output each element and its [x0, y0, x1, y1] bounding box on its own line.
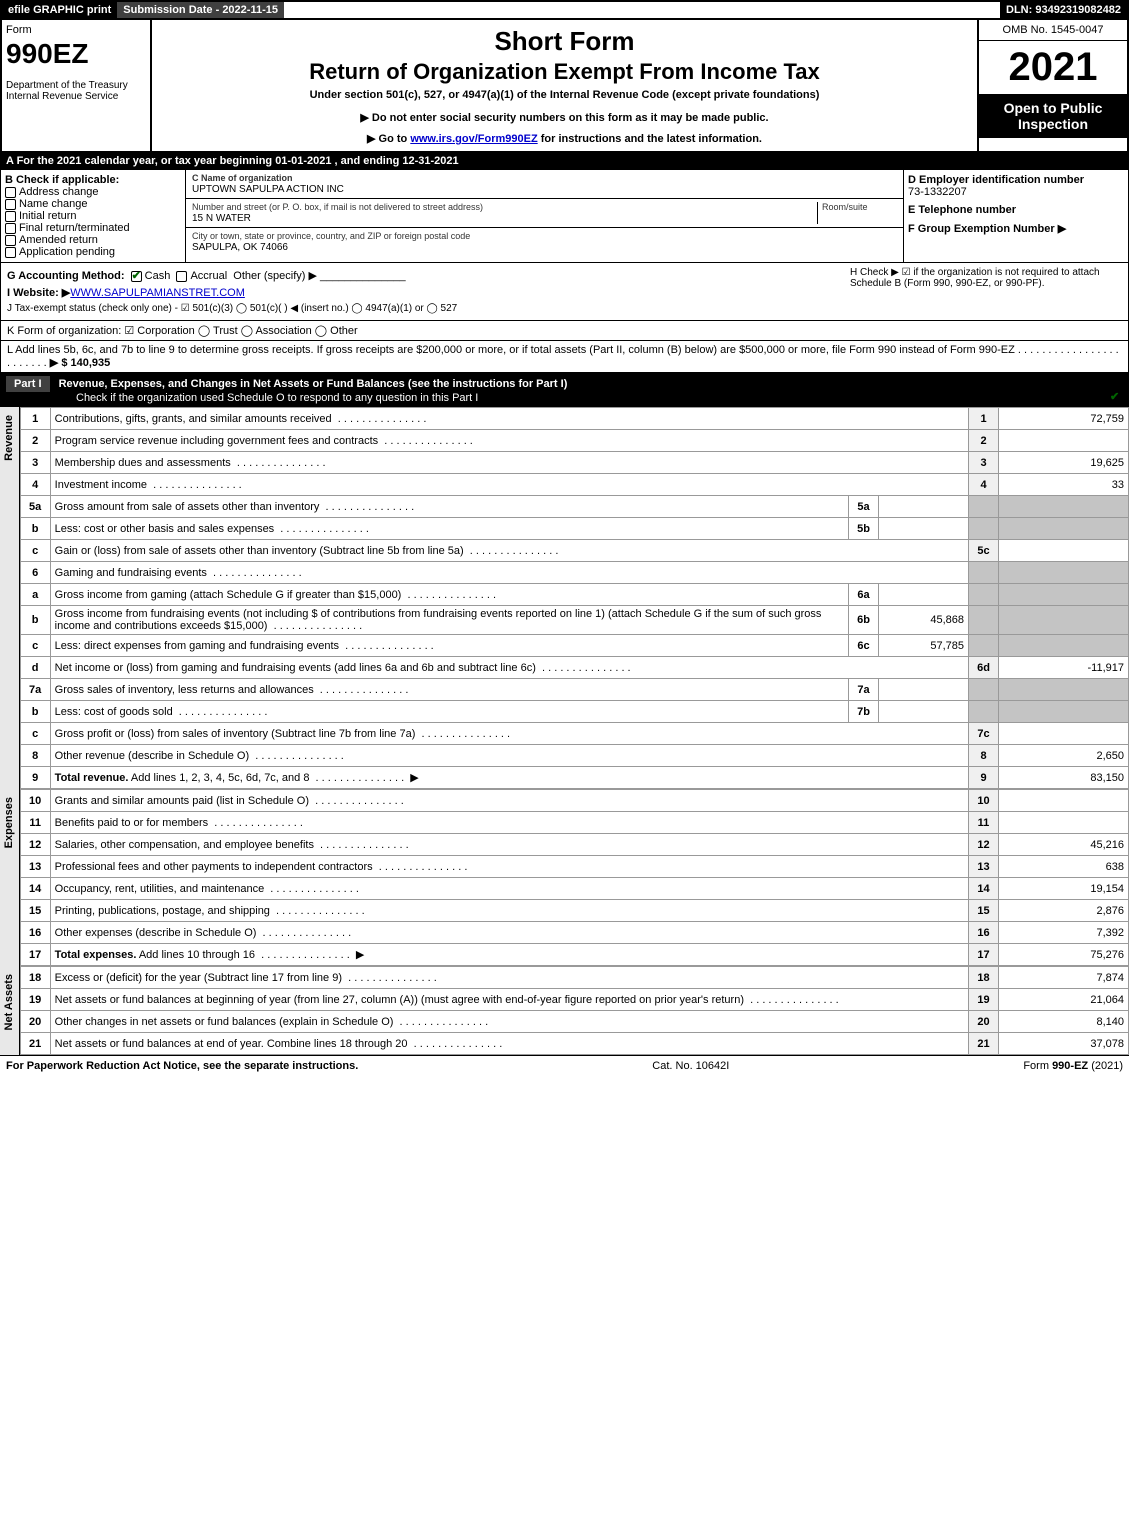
- net-assets-table: 18Excess or (deficit) for the year (Subt…: [20, 966, 1129, 1055]
- table-row: 10Grants and similar amounts paid (list …: [20, 790, 1128, 812]
- k-form-org: K Form of organization: ☑ Corporation ◯ …: [0, 321, 1129, 341]
- note-ssn: ▶ Do not enter social security numbers o…: [162, 111, 967, 124]
- open-inspection: Open to Public Inspection: [979, 94, 1127, 138]
- tab-expenses: Expenses: [0, 789, 20, 966]
- cb-initial-return[interactable]: Initial return: [5, 210, 181, 222]
- irs-link[interactable]: www.irs.gov/Form990EZ: [410, 133, 537, 145]
- table-row: 15Printing, publications, postage, and s…: [20, 900, 1128, 922]
- cb-name-change[interactable]: Name change: [5, 198, 181, 210]
- table-row: 6Gaming and fundraising events . . . . .…: [20, 562, 1128, 584]
- top-bar: efile GRAPHIC print Submission Date - 20…: [0, 0, 1129, 20]
- footer: For Paperwork Reduction Act Notice, see …: [0, 1055, 1129, 1076]
- subtitle: Under section 501(c), 527, or 4947(a)(1)…: [162, 89, 967, 101]
- part-1-body: Revenue 1Contributions, gifts, grants, a…: [0, 407, 1129, 789]
- title-short-form: Short Form: [162, 26, 967, 57]
- part-1-header: Part I Revenue, Expenses, and Changes in…: [0, 373, 1129, 407]
- j-tax-status: J Tax-exempt status (check only one) - ☑…: [7, 301, 842, 316]
- b-label: B Check if applicable:: [5, 174, 181, 186]
- table-row: 11Benefits paid to or for members . . . …: [20, 812, 1128, 834]
- dln: DLN: 93492319082482: [1000, 2, 1127, 18]
- table-row: cLess: direct expenses from gaming and f…: [20, 635, 1128, 657]
- table-row: aGross income from gaming (attach Schedu…: [20, 584, 1128, 606]
- efile-label[interactable]: efile GRAPHIC print: [2, 2, 117, 18]
- cb-application-pending[interactable]: Application pending: [5, 246, 181, 258]
- table-row: bLess: cost or other basis and sales exp…: [20, 518, 1128, 540]
- cb-schedule-o[interactable]: [1109, 392, 1120, 403]
- table-row: 16Other expenses (describe in Schedule O…: [20, 922, 1128, 944]
- table-row: 8Other revenue (describe in Schedule O) …: [20, 745, 1128, 767]
- table-row: 12Salaries, other compensation, and empl…: [20, 834, 1128, 856]
- table-row: cGross profit or (loss) from sales of in…: [20, 723, 1128, 745]
- submission-date: Submission Date - 2022-11-15: [117, 2, 284, 18]
- footer-right: Form 990-EZ (2021): [1023, 1060, 1123, 1072]
- h-check: H Check ▶ ☑ if the organization is not r…: [842, 267, 1122, 316]
- table-row: 13Professional fees and other payments t…: [20, 856, 1128, 878]
- table-row: 4Investment income . . . . . . . . . . .…: [20, 474, 1128, 496]
- tab-revenue: Revenue: [0, 407, 20, 789]
- row-a: A For the 2021 calendar year, or tax yea…: [0, 153, 1129, 169]
- table-row: 7aGross sales of inventory, less returns…: [20, 679, 1128, 701]
- d-ein: D Employer identification number73-13322…: [908, 174, 1124, 198]
- cb-amended-return[interactable]: Amended return: [5, 234, 181, 246]
- tax-year: 2021: [979, 41, 1127, 94]
- table-row: cGain or (loss) from sale of assets othe…: [20, 540, 1128, 562]
- form-label: Form: [6, 24, 146, 36]
- omb-number: OMB No. 1545-0047: [979, 20, 1127, 41]
- f-group: F Group Exemption Number ▶: [908, 222, 1124, 235]
- table-row: 14Occupancy, rent, utilities, and mainte…: [20, 878, 1128, 900]
- revenue-table: 1Contributions, gifts, grants, and simil…: [20, 407, 1129, 789]
- table-row: 19Net assets or fund balances at beginni…: [20, 989, 1128, 1011]
- section-b: B Check if applicable: Address change Na…: [0, 169, 1129, 263]
- table-row: bLess: cost of goods sold . . . . . . . …: [20, 701, 1128, 723]
- c-name: C Name of organizationUPTOWN SAPULPA ACT…: [186, 170, 903, 199]
- e-phone: E Telephone number: [908, 204, 1124, 216]
- table-row: dNet income or (loss) from gaming and fu…: [20, 657, 1128, 679]
- table-row: 3Membership dues and assessments . . . .…: [20, 452, 1128, 474]
- footer-cat: Cat. No. 10642I: [652, 1060, 729, 1072]
- section-ghij: G Accounting Method: Cash Accrual Other …: [0, 263, 1129, 321]
- table-row: 21Net assets or fund balances at end of …: [20, 1033, 1128, 1055]
- tab-net-assets: Net Assets: [0, 966, 20, 1055]
- table-row: 5aGross amount from sale of assets other…: [20, 496, 1128, 518]
- table-row: 9Total revenue. Add lines 1, 2, 3, 4, 5c…: [20, 767, 1128, 789]
- cb-address-change[interactable]: Address change: [5, 186, 181, 198]
- table-row: 17Total expenses. Add lines 10 through 1…: [20, 944, 1128, 966]
- cb-final-return[interactable]: Final return/terminated: [5, 222, 181, 234]
- i-website: I Website: ▶WWW.SAPULPAMIANSTRET.COM: [7, 284, 842, 301]
- table-row: 20Other changes in net assets or fund ba…: [20, 1011, 1128, 1033]
- city-row: City or town, state or province, country…: [186, 228, 903, 256]
- form-header: Form 990EZ Department of the Treasury In…: [0, 20, 1129, 153]
- g-accounting: G Accounting Method: Cash Accrual Other …: [7, 267, 842, 284]
- cb-accrual[interactable]: [176, 271, 187, 282]
- table-row: bGross income from fundraising events (n…: [20, 606, 1128, 635]
- table-row: 1Contributions, gifts, grants, and simil…: [20, 408, 1128, 430]
- cb-cash[interactable]: [131, 271, 142, 282]
- table-row: 2Program service revenue including gover…: [20, 430, 1128, 452]
- expenses-table: 10Grants and similar amounts paid (list …: [20, 789, 1129, 966]
- form-code: 990EZ: [6, 38, 146, 70]
- address-row: Number and street (or P. O. box, if mail…: [186, 199, 903, 228]
- footer-left: For Paperwork Reduction Act Notice, see …: [6, 1060, 358, 1072]
- note-link: ▶ Go to www.irs.gov/Form990EZ for instru…: [162, 132, 967, 145]
- table-row: 18Excess or (deficit) for the year (Subt…: [20, 967, 1128, 989]
- title-return: Return of Organization Exempt From Incom…: [162, 59, 967, 85]
- l-gross-receipts: L Add lines 5b, 6c, and 7b to line 9 to …: [0, 341, 1129, 373]
- dept-label: Department of the Treasury Internal Reve…: [6, 80, 146, 102]
- website-link[interactable]: WWW.SAPULPAMIANSTRET.COM: [70, 287, 245, 299]
